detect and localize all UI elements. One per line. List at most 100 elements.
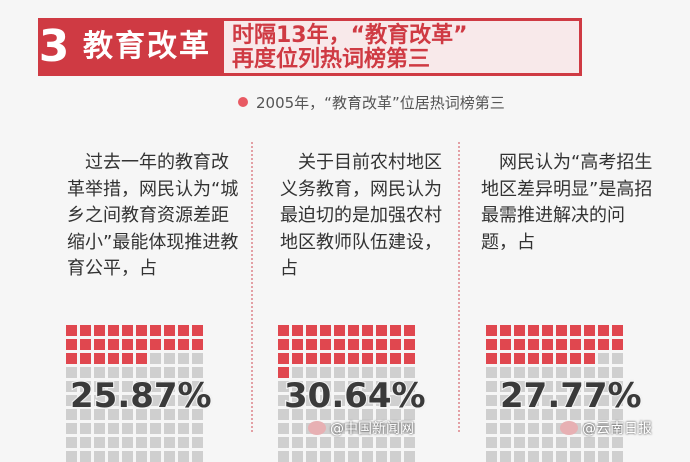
waffle-cell: [292, 409, 303, 420]
waffle-cell: [150, 395, 161, 406]
column-1-text: 过去一年的教育改革举措，网民认为“城乡之间教育资源差距缩小”最能体现推进教育公平…: [67, 152, 239, 279]
waffle-cell: [292, 423, 303, 434]
waffle-cell: [584, 325, 595, 336]
subtitle-text: 2005年，“教育改革”位居热词榜第三: [256, 94, 505, 112]
waffle-cell: [486, 423, 497, 434]
waffle-cell: [136, 437, 147, 448]
watermark-left: @中国新闻网: [308, 418, 414, 438]
waffle-cell: [612, 325, 623, 336]
waffle-cell: [192, 437, 203, 448]
waffle-cell: [404, 325, 415, 336]
waffle-cell: [292, 353, 303, 364]
bullet-dot-icon: [238, 97, 248, 107]
waffle-cell: [178, 353, 189, 364]
waffle-cell: [348, 423, 359, 434]
waffle-cell: [108, 437, 119, 448]
column-divider: [458, 142, 460, 432]
waffle-cell: [570, 325, 581, 336]
waffle-cell: [278, 395, 289, 406]
waffle-cell: [192, 381, 203, 392]
waffle-cell: [486, 409, 497, 420]
waffle-cell: [178, 381, 189, 392]
waffle-cell: [66, 395, 77, 406]
waffle-cell: [80, 423, 91, 434]
waffle-cell: [556, 367, 567, 378]
waffle-cell: [306, 367, 317, 378]
waffle-cell: [556, 353, 567, 364]
waffle-cell: [612, 451, 623, 462]
waffle-cell: [108, 353, 119, 364]
waffle-cell: [334, 451, 345, 462]
waffle-cell: [80, 409, 91, 420]
waffle-cell: [556, 381, 567, 392]
waffle-cell: [80, 381, 91, 392]
waffle-cell: [66, 451, 77, 462]
waffle-cell: [306, 325, 317, 336]
waffle-cell: [164, 339, 175, 350]
section-number: 3: [38, 18, 70, 76]
waffle-cell: [320, 395, 331, 406]
waffle-cell: [164, 353, 175, 364]
waffle-cell: [320, 367, 331, 378]
waffle-cell: [334, 367, 345, 378]
waffle-cell: [376, 353, 387, 364]
waffle-cell: [136, 325, 147, 336]
waffle-cell: [570, 367, 581, 378]
waffle-cell: [150, 339, 161, 350]
waffle-cell: [80, 325, 91, 336]
waffle-cell: [584, 451, 595, 462]
waffle-cell: [278, 339, 289, 350]
waffle-cell: [486, 325, 497, 336]
waffle-cell: [514, 353, 525, 364]
waffle-cell: [292, 325, 303, 336]
waffle-cell: [404, 381, 415, 392]
waffle-cell: [390, 381, 401, 392]
waffle-cell: [362, 409, 373, 420]
waffle-cell: [376, 395, 387, 406]
waffle-cell: [514, 423, 525, 434]
waffle-cell: [178, 423, 189, 434]
waffle-cell: [94, 339, 105, 350]
waffle-cell: [404, 367, 415, 378]
waffle-cell: [500, 451, 511, 462]
waffle-cell: [348, 353, 359, 364]
waffle-cell: [292, 451, 303, 462]
waffle-cell: [376, 437, 387, 448]
waffle-cell: [164, 451, 175, 462]
waffle-cell: [94, 437, 105, 448]
waffle-cell: [80, 353, 91, 364]
waffle-cell: [94, 367, 105, 378]
waffle-cell: [612, 409, 623, 420]
waffle-cell: [122, 395, 133, 406]
waffle-cell: [108, 409, 119, 420]
waffle-cell: [108, 381, 119, 392]
waffle-cell: [486, 339, 497, 350]
waffle-cell: [528, 381, 539, 392]
waffle-cell: [320, 339, 331, 350]
waffle-cell: [150, 409, 161, 420]
waffle-cell: [486, 381, 497, 392]
waffle-cell: [514, 437, 525, 448]
waffle-cell: [362, 423, 373, 434]
waffle-cell: [528, 451, 539, 462]
waffle-cell: [320, 325, 331, 336]
column-2-text: 关于目前农村地区义务教育，网民认为最迫切的是加强农村地区教师队伍建设，占: [280, 152, 442, 279]
waffle-cell: [390, 353, 401, 364]
waffle-cell: [404, 339, 415, 350]
waffle-cell: [404, 409, 415, 420]
waffle-cell: [542, 353, 553, 364]
waffle-cell: [500, 367, 511, 378]
waffle-cell: [334, 353, 345, 364]
waffle-cell: [542, 325, 553, 336]
waffle-cell: [94, 409, 105, 420]
waffle-cell: [362, 451, 373, 462]
waffle-cell: [80, 339, 91, 350]
waffle-cell: [584, 437, 595, 448]
waffle-cell: [164, 423, 175, 434]
weibo-icon: [560, 421, 578, 435]
subtitle: 2005年，“教育改革”位居热词榜第三: [238, 92, 505, 113]
waffle-cell: [376, 367, 387, 378]
waffle-cell: [556, 437, 567, 448]
waffle-cell: [164, 395, 175, 406]
waffle-cell: [122, 367, 133, 378]
